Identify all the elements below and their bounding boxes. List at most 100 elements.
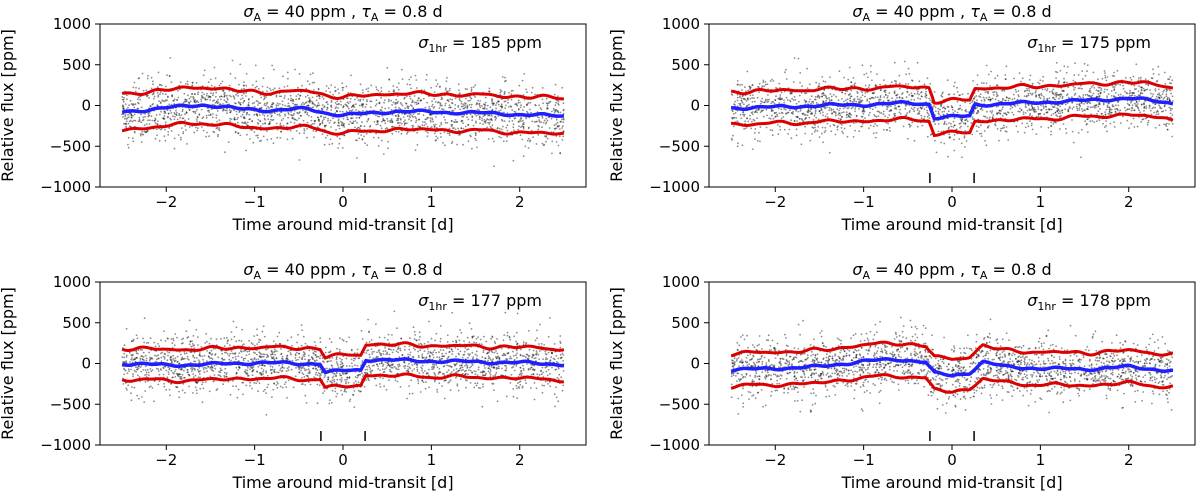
data-point bbox=[329, 91, 332, 93]
data-point bbox=[233, 335, 236, 338]
data-point bbox=[801, 112, 804, 115]
data-point bbox=[382, 350, 385, 353]
data-point bbox=[128, 125, 131, 128]
data-point bbox=[206, 98, 209, 101]
data-point bbox=[223, 95, 226, 98]
data-point bbox=[350, 74, 352, 77]
data-point bbox=[142, 118, 145, 121]
data-point bbox=[1056, 110, 1059, 112]
data-point bbox=[537, 134, 540, 136]
data-point bbox=[159, 128, 162, 131]
data-point bbox=[426, 117, 429, 119]
data-point bbox=[530, 111, 532, 114]
data-point bbox=[1091, 120, 1094, 122]
data-point bbox=[986, 110, 988, 113]
data-point bbox=[859, 99, 862, 102]
data-point bbox=[1017, 90, 1020, 92]
data-point bbox=[433, 124, 435, 126]
data-point bbox=[1068, 105, 1071, 108]
data-point bbox=[195, 381, 198, 384]
data-point bbox=[198, 121, 201, 123]
data-point bbox=[772, 109, 774, 112]
data-point bbox=[226, 101, 228, 104]
data-point bbox=[957, 108, 960, 111]
data-point bbox=[800, 143, 803, 146]
data-point bbox=[1078, 95, 1081, 98]
data-point bbox=[560, 120, 562, 123]
data-point bbox=[820, 107, 822, 109]
data-point bbox=[743, 115, 746, 117]
data-point bbox=[994, 123, 996, 125]
data-point bbox=[803, 114, 806, 116]
data-point bbox=[430, 113, 433, 116]
data-point bbox=[1163, 123, 1166, 126]
data-point bbox=[438, 107, 441, 109]
data-point bbox=[822, 92, 825, 95]
data-point bbox=[868, 84, 871, 87]
data-point bbox=[235, 93, 238, 96]
data-point bbox=[146, 95, 149, 98]
data-point bbox=[340, 360, 342, 363]
data-point bbox=[857, 98, 859, 101]
data-point bbox=[415, 119, 418, 122]
data-point bbox=[754, 110, 757, 113]
data-point bbox=[429, 108, 431, 111]
data-point bbox=[157, 120, 159, 123]
data-point bbox=[143, 124, 146, 126]
data-point bbox=[825, 95, 827, 98]
data-point bbox=[387, 120, 389, 123]
data-point bbox=[387, 140, 390, 143]
data-point bbox=[170, 130, 173, 132]
data-point bbox=[314, 360, 316, 363]
data-point bbox=[1147, 119, 1150, 122]
data-point bbox=[307, 104, 310, 107]
data-point bbox=[404, 122, 406, 125]
data-point bbox=[291, 116, 294, 119]
data-point bbox=[171, 94, 174, 96]
data-point bbox=[802, 120, 805, 122]
data-point bbox=[217, 133, 219, 136]
data-point bbox=[847, 107, 850, 109]
data-point bbox=[358, 137, 361, 140]
data-point bbox=[237, 132, 240, 135]
data-point bbox=[128, 112, 131, 115]
data-point bbox=[517, 120, 520, 123]
data-point bbox=[279, 103, 281, 105]
data-point bbox=[303, 128, 306, 130]
data-point bbox=[246, 121, 249, 124]
data-point bbox=[916, 109, 919, 111]
data-point bbox=[819, 112, 822, 115]
data-point bbox=[1002, 106, 1004, 108]
data-point bbox=[832, 94, 835, 96]
data-point bbox=[173, 98, 176, 101]
data-point bbox=[804, 118, 806, 121]
data-point bbox=[814, 112, 817, 115]
data-point bbox=[971, 99, 974, 102]
data-point bbox=[961, 93, 964, 96]
data-point bbox=[862, 107, 865, 110]
data-point bbox=[316, 104, 319, 107]
data-point bbox=[122, 105, 125, 108]
data-point bbox=[266, 86, 269, 89]
data-point bbox=[864, 117, 866, 119]
data-point bbox=[865, 72, 868, 75]
data-point bbox=[215, 389, 218, 392]
data-point bbox=[456, 362, 458, 364]
data-point bbox=[340, 104, 342, 106]
data-point bbox=[223, 93, 226, 95]
data-point bbox=[234, 131, 237, 134]
data-point bbox=[946, 105, 949, 108]
data-point bbox=[988, 98, 990, 101]
data-point bbox=[874, 115, 877, 117]
data-point bbox=[502, 354, 505, 357]
data-point bbox=[1155, 80, 1158, 83]
data-point bbox=[876, 73, 878, 75]
data-point bbox=[1158, 96, 1161, 99]
data-point bbox=[1075, 105, 1078, 108]
data-point bbox=[756, 111, 759, 114]
data-point bbox=[536, 120, 538, 123]
data-point bbox=[1104, 113, 1107, 116]
data-point bbox=[248, 98, 250, 100]
data-point bbox=[393, 89, 395, 91]
data-point bbox=[761, 85, 764, 87]
